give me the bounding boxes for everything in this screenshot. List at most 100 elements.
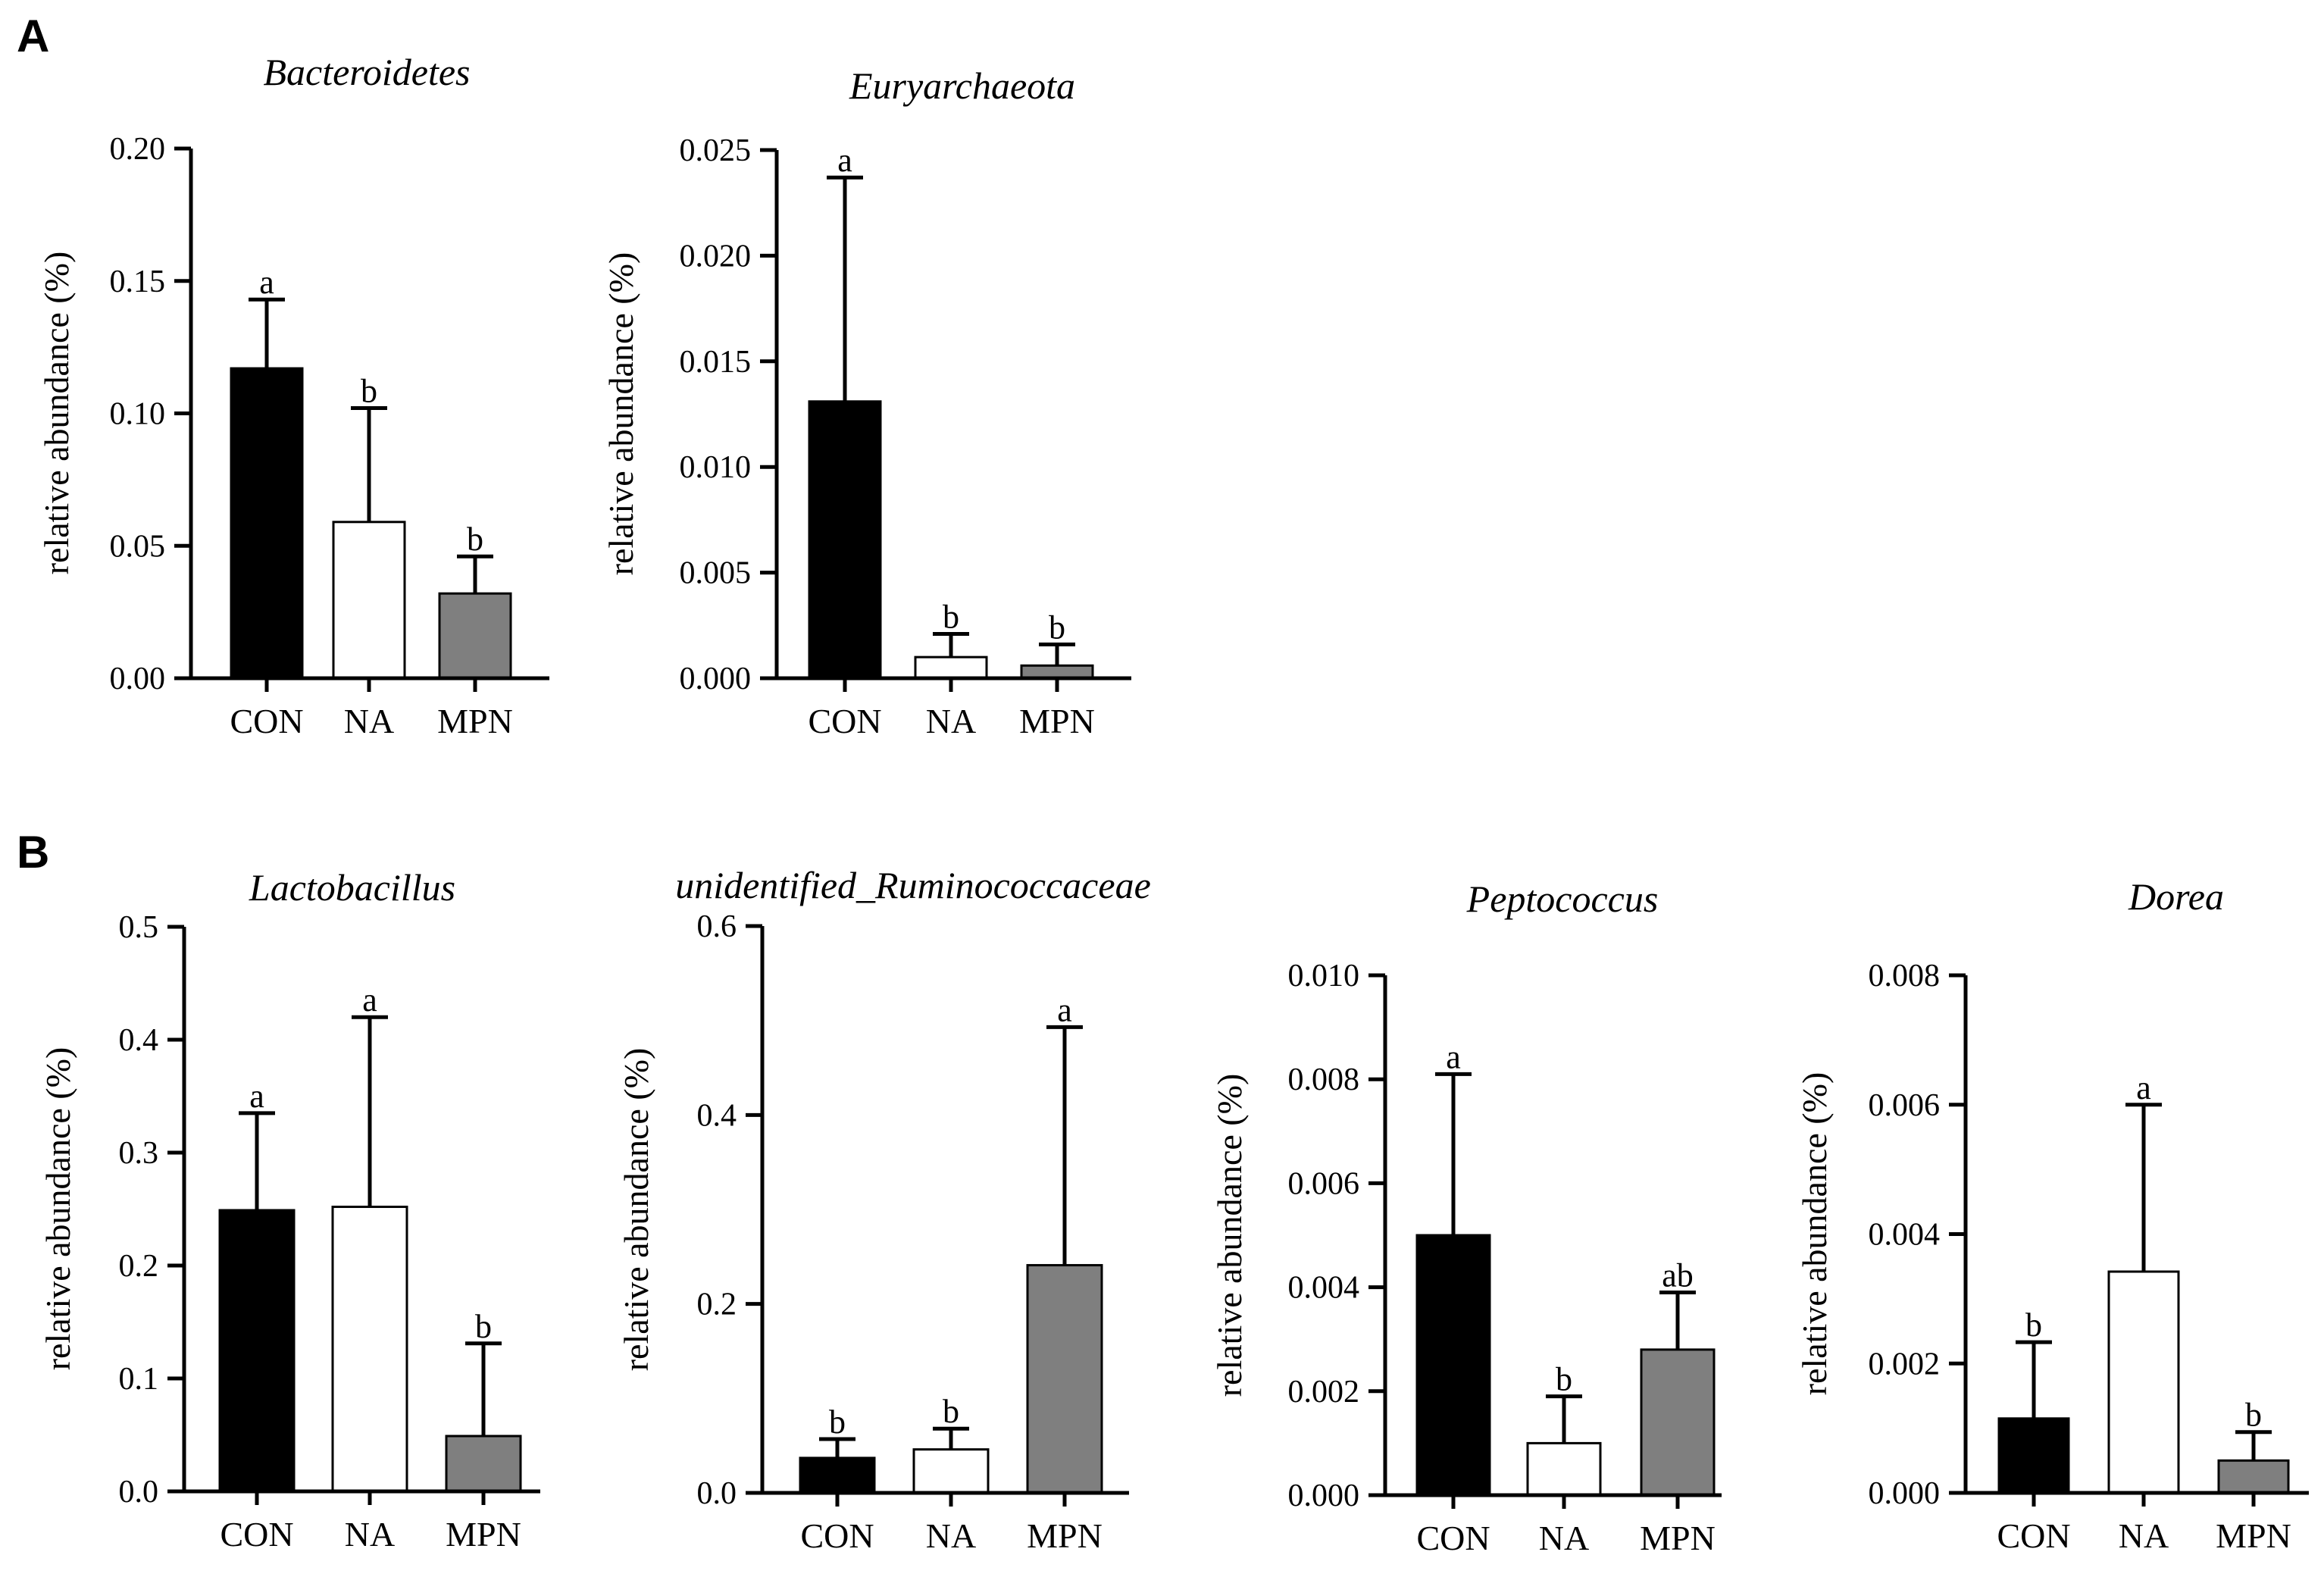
y-tick-label: 0.0 — [119, 1475, 159, 1510]
chart-title: Euryarchaeota — [849, 64, 1075, 107]
x-tick-label: CON — [230, 702, 303, 740]
y-tick-label: 0.1 — [119, 1362, 159, 1397]
y-tick-label: 0.004 — [1288, 1271, 1360, 1306]
significance-label: ab — [1662, 1256, 1694, 1294]
significance-label: a — [362, 981, 377, 1018]
y-tick-label: 0.005 — [680, 556, 752, 591]
y-tick-label: 0.5 — [119, 910, 159, 945]
significance-label: a — [837, 142, 852, 179]
y-tick-label: 0.4 — [697, 1098, 737, 1133]
chart-2: Lactobacillus relative abundance (%) 0.0 0.… — [39, 866, 540, 1554]
y-tick-label: 0.00 — [110, 662, 166, 696]
significance-label: a — [259, 264, 274, 301]
x-tick-label: NA — [926, 702, 976, 740]
x-tick-label: NA — [2119, 1516, 2169, 1555]
x-tick-label: MPN — [1640, 1519, 1716, 1557]
panel-label-b: B — [17, 827, 49, 878]
y-tick-label: 0.20 — [110, 132, 166, 167]
y-tick-label: 0.000 — [1869, 1476, 1941, 1511]
significance-label: b — [943, 1393, 959, 1430]
bar-mpn — [2217, 1459, 2290, 1494]
bar-mpn — [1020, 664, 1094, 680]
y-tick-label: 0.2 — [119, 1249, 159, 1284]
x-tick-label: MPN — [437, 702, 513, 740]
x-tick-label: CON — [1416, 1519, 1490, 1557]
x-tick-label: NA — [926, 1516, 976, 1555]
chart-4: Peptococcus relative abundance (%) 0.000 0.… — [1210, 878, 1722, 1557]
y-tick-label: 0.010 — [1288, 959, 1360, 993]
y-axis-label: relative abundance (%) — [37, 252, 76, 575]
y-tick-label: 0.002 — [1869, 1347, 1941, 1381]
y-tick-label: 0.008 — [1288, 1062, 1360, 1097]
x-tick-label: CON — [1997, 1516, 2070, 1555]
chart-3: unidentified_Ruminococcaceae relative abu… — [617, 864, 1151, 1555]
chart-1: Euryarchaeota relative abundance (%) 0.000… — [602, 64, 1131, 740]
bar-na — [914, 656, 988, 680]
y-tick-label: 0.05 — [110, 529, 166, 564]
chart-title: Dorea — [2128, 875, 2224, 918]
significance-label: b — [467, 521, 483, 558]
y-tick-label: 0.015 — [680, 345, 752, 380]
chart-0: Bacteroidetes relative abundance (%) 0.00 0… — [37, 51, 549, 740]
bar-con — [808, 400, 882, 680]
panel-label-a: A — [17, 11, 49, 61]
bar-na — [331, 1206, 408, 1493]
bar-na — [2107, 1270, 2180, 1494]
significance-label: b — [1049, 609, 1065, 646]
x-tick-label: MPN — [1027, 1516, 1103, 1555]
significance-label: b — [943, 598, 959, 635]
bar-na — [332, 521, 406, 680]
significance-label: b — [2245, 1397, 2262, 1434]
significance-label: b — [1556, 1361, 1572, 1398]
y-tick-label: 0.000 — [680, 662, 752, 696]
significance-label: a — [1446, 1038, 1461, 1075]
y-tick-label: 0.020 — [680, 239, 752, 274]
significance-label: a — [1057, 991, 1072, 1028]
chart-title: Peptococcus — [1466, 878, 1659, 920]
significance-label: a — [249, 1078, 264, 1115]
x-tick-label: NA — [345, 1515, 395, 1554]
y-tick-label: 0.008 — [1869, 959, 1941, 993]
x-tick-label: NA — [344, 702, 394, 740]
significance-label: b — [829, 1403, 846, 1441]
bar-con — [1997, 1417, 2070, 1494]
bar-na — [912, 1448, 990, 1494]
bar-con — [218, 1209, 296, 1493]
y-axis-label: relative abundance (%) — [617, 1048, 655, 1372]
x-tick-label: MPN — [446, 1515, 521, 1554]
bar-mpn — [1640, 1348, 1716, 1497]
bar-na — [1526, 1441, 1602, 1497]
x-tick-label: MPN — [1019, 702, 1095, 740]
y-tick-label: 0.6 — [697, 909, 737, 944]
significance-label: b — [475, 1308, 492, 1345]
chart-title: Lactobacillus — [249, 866, 455, 909]
significance-label: b — [2025, 1306, 2042, 1344]
bar-mpn — [445, 1435, 522, 1493]
y-tick-label: 0.4 — [119, 1023, 159, 1058]
y-tick-label: 0.025 — [680, 133, 752, 168]
y-tick-label: 0.002 — [1288, 1375, 1360, 1410]
chart-5: Dorea relative abundance (%) 0.000 0.002 0.0… — [1795, 875, 2309, 1555]
y-tick-label: 0.000 — [1288, 1478, 1360, 1513]
y-tick-label: 0.15 — [110, 264, 166, 299]
x-tick-label: NA — [1539, 1519, 1589, 1557]
bar-mpn — [1026, 1264, 1103, 1494]
y-axis-label: relative abundance (%) — [1210, 1074, 1249, 1397]
y-axis-label: relative abundance (%) — [602, 252, 640, 576]
bar-con — [230, 367, 304, 680]
chart-title: Bacteroidetes — [263, 51, 470, 93]
x-tick-label: MPN — [2216, 1516, 2291, 1555]
y-tick-label: 0.004 — [1869, 1218, 1941, 1253]
y-tick-label: 0.2 — [697, 1288, 737, 1322]
y-axis-label: relative abundance (%) — [39, 1047, 77, 1371]
y-axis-label: relative abundance (%) — [1795, 1072, 1834, 1396]
bar-con — [1415, 1234, 1491, 1497]
y-tick-label: 0.10 — [110, 397, 166, 432]
significance-label: a — [2136, 1069, 2151, 1106]
y-tick-label: 0.3 — [119, 1136, 159, 1171]
y-tick-label: 0.006 — [1869, 1088, 1941, 1123]
x-tick-label: CON — [220, 1515, 293, 1554]
bar-con — [799, 1457, 876, 1494]
